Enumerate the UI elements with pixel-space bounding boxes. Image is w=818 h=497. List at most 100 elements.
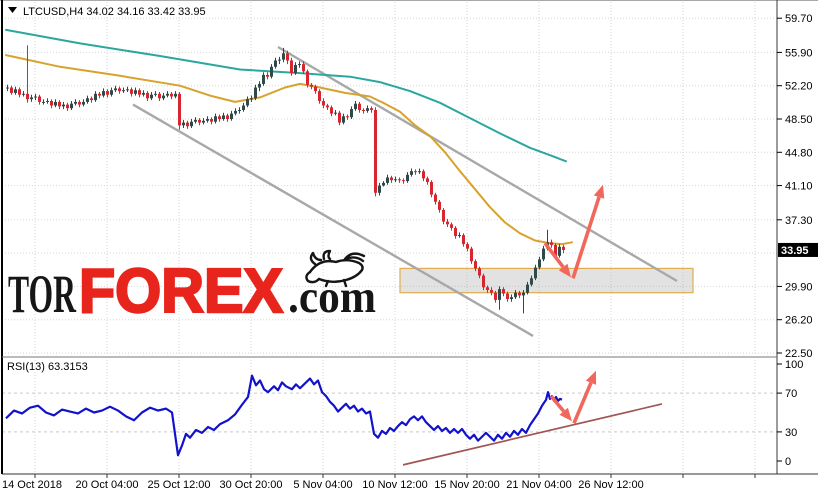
candle <box>334 110 337 116</box>
rsi-arrow-down <box>549 394 572 422</box>
candle <box>286 50 289 65</box>
candle <box>94 91 97 102</box>
candle <box>266 72 269 80</box>
candle <box>222 112 225 121</box>
axis-labels-layer: 59.70 55.90 52.20 48.50 44.80 41.10 37.30 29.90… <box>2 13 818 491</box>
time-axis-label: 14 Oct 2018 <box>2 479 62 491</box>
time-axis-label: 26 Nov 12:00 <box>578 479 643 491</box>
candle <box>118 86 121 94</box>
time-axis-label: 21 Nov 04:00 <box>506 479 571 491</box>
candle <box>310 83 313 90</box>
candle <box>150 92 153 101</box>
candle <box>178 92 181 130</box>
candle <box>206 116 209 123</box>
candle <box>514 290 517 299</box>
candle <box>382 181 385 187</box>
candle <box>198 118 201 126</box>
chart-title: LTCUSD,H4 34.02 34.16 33.42 33.95 <box>23 6 206 18</box>
candle <box>474 259 477 272</box>
candle <box>282 47 285 63</box>
channel_lower-trendline <box>132 103 534 337</box>
candle <box>186 120 189 129</box>
candle <box>162 92 165 101</box>
candle <box>410 168 413 177</box>
candle <box>370 106 373 113</box>
candle <box>450 222 453 231</box>
grid-layer <box>2 2 777 473</box>
candle <box>306 69 309 88</box>
candle <box>358 101 361 113</box>
moving-average-layer <box>5 28 573 246</box>
candle <box>254 84 257 101</box>
candle <box>526 281 529 295</box>
candle <box>50 99 53 109</box>
candle <box>98 92 101 99</box>
rsi-axis-label: 100 <box>785 359 803 371</box>
price-axis-label: 37.30 <box>785 215 813 227</box>
candle <box>510 294 513 302</box>
candle <box>170 92 173 100</box>
price-axis-label: 44.80 <box>785 147 813 159</box>
candle <box>18 87 21 98</box>
candle <box>398 177 401 183</box>
candle <box>502 287 505 297</box>
candle <box>338 110 341 126</box>
candle <box>446 218 449 227</box>
candle <box>522 290 525 314</box>
candle <box>390 175 393 183</box>
current-price-text: 33.95 <box>781 245 809 257</box>
time-axis-label: 15 Nov 20:00 <box>434 479 499 491</box>
candle <box>442 208 445 225</box>
candle <box>122 87 125 93</box>
support-zone-layer <box>399 267 694 294</box>
price-axis-label: 59.70 <box>785 13 813 25</box>
time-axis-label: 25 Oct 12:00 <box>148 479 211 491</box>
candle <box>246 96 249 108</box>
price-axis-label: 41.10 <box>785 181 813 193</box>
candle <box>214 113 217 124</box>
ma-slow-line <box>5 28 567 163</box>
candle <box>110 87 113 97</box>
candle <box>486 285 489 293</box>
candle <box>362 108 365 114</box>
candle <box>314 84 317 94</box>
candle <box>438 200 441 213</box>
candle <box>54 99 57 108</box>
candle <box>22 91 25 97</box>
pane-borders-layer <box>0 0 818 475</box>
price-arrow-up <box>571 184 605 279</box>
rsi-arrow-up <box>572 370 597 424</box>
watermark-tor: TOR <box>8 264 77 324</box>
time-axis-label: 5 Nov 04:00 <box>293 479 352 491</box>
trend-channel-layer <box>132 45 678 337</box>
candle <box>146 91 149 101</box>
candle <box>90 96 93 103</box>
candle <box>354 101 357 111</box>
candle <box>218 114 221 122</box>
candle <box>378 182 381 196</box>
candle <box>322 98 325 109</box>
candle <box>342 113 345 125</box>
price-axis-label: 52.20 <box>785 81 813 93</box>
candle <box>402 178 405 184</box>
candle <box>58 100 61 110</box>
candle <box>326 103 329 110</box>
candle <box>290 57 293 76</box>
forecast-arrows-layer <box>543 184 605 279</box>
candle <box>454 226 457 239</box>
candle <box>34 93 37 101</box>
candle <box>86 95 89 104</box>
current-price-tag <box>778 242 818 257</box>
candle <box>466 242 469 252</box>
candle <box>190 119 193 128</box>
rsi-indicator-label: RSI(13) 63.3153 <box>7 361 88 373</box>
candle <box>238 107 241 114</box>
candle <box>434 192 437 205</box>
candle <box>38 94 41 105</box>
candle <box>130 87 133 97</box>
candle <box>558 244 561 258</box>
chart-dropdown-icon[interactable] <box>8 7 17 13</box>
candle <box>102 88 105 98</box>
candle <box>234 108 237 116</box>
